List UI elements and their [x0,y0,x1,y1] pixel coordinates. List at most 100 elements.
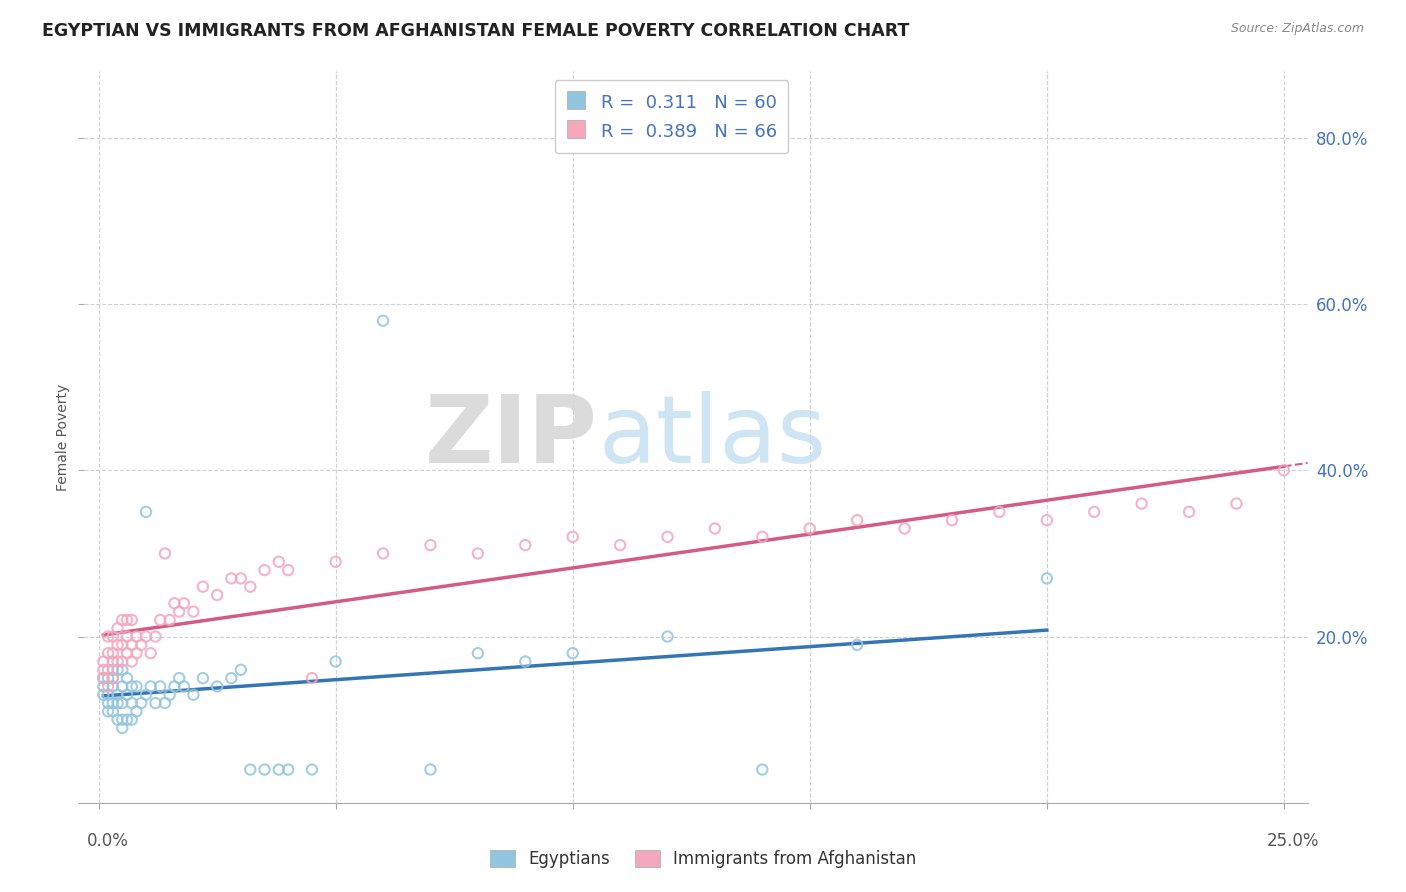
Legend: Egyptians, Immigrants from Afghanistan: Egyptians, Immigrants from Afghanistan [484,843,922,875]
Point [221,671,243,685]
Text: ZIP: ZIP [425,391,598,483]
Point [115,630,138,644]
Text: 25.0%: 25.0% [1267,831,1319,849]
Point [657,630,679,644]
Point [515,538,537,552]
Point [149,680,172,694]
Point [277,563,299,577]
Point [97,646,120,660]
Point [111,680,134,694]
Point [846,513,869,527]
Point [1225,497,1247,511]
Point [149,613,172,627]
Point [371,546,394,560]
Point [121,696,143,710]
Point [135,688,157,702]
Point [135,630,157,644]
Point [125,646,148,660]
Point [153,546,176,560]
Point [167,671,190,685]
Point [125,630,148,644]
Point [301,671,323,685]
Text: atlas: atlas [598,391,827,483]
Point [101,671,124,685]
Y-axis label: Female Poverty: Female Poverty [56,384,70,491]
Point [97,630,120,644]
Point [111,613,134,627]
Point [111,713,134,727]
Point [205,588,228,602]
Point [101,696,124,710]
Text: 0.0%: 0.0% [87,831,129,849]
Point [941,513,963,527]
Point [97,696,120,710]
Point [1036,513,1059,527]
Point [561,530,583,544]
Point [125,680,148,694]
Point [561,646,583,660]
Point [657,530,679,544]
Point [97,663,120,677]
Point [121,713,143,727]
Text: EGYPTIAN VS IMMIGRANTS FROM AFGHANISTAN FEMALE POVERTY CORRELATION CHART: EGYPTIAN VS IMMIGRANTS FROM AFGHANISTAN … [42,22,910,40]
Point [145,630,167,644]
Point [91,671,114,685]
Point [1083,505,1105,519]
Point [107,688,129,702]
Point [121,638,143,652]
Point [163,680,186,694]
Point [101,655,124,669]
Point [239,580,262,594]
Point [115,646,138,660]
Point [419,538,441,552]
Point [129,638,152,652]
Point [751,530,773,544]
Point [97,671,120,685]
Point [97,688,120,702]
Point [371,314,394,328]
Point [1272,463,1295,477]
Point [301,763,323,777]
Point [183,688,205,702]
Point [111,696,134,710]
Point [988,505,1011,519]
Point [145,696,167,710]
Point [139,646,162,660]
Point [191,671,214,685]
Point [183,605,205,619]
Point [167,605,190,619]
Point [467,546,489,560]
Point [893,521,915,535]
Point [267,555,290,569]
Point [115,713,138,727]
Point [135,505,157,519]
Point [107,655,129,669]
Point [846,638,869,652]
Point [129,696,152,710]
Point [205,680,228,694]
Point [101,705,124,719]
Point [101,630,124,644]
Point [139,680,162,694]
Point [419,763,441,777]
Point [107,638,129,652]
Point [115,688,138,702]
Point [111,638,134,652]
Point [115,613,138,627]
Point [111,655,134,669]
Point [115,671,138,685]
Legend: R =  0.311   N = 60, R =  0.389   N = 66: R = 0.311 N = 60, R = 0.389 N = 66 [554,80,789,153]
Point [101,646,124,660]
Point [799,521,821,535]
Point [91,671,114,685]
Point [91,688,114,702]
Point [229,571,252,585]
Point [97,705,120,719]
Point [221,571,243,585]
Point [325,655,347,669]
Point [267,763,290,777]
Point [121,655,143,669]
Point [107,663,129,677]
Point [229,663,252,677]
Point [107,713,129,727]
